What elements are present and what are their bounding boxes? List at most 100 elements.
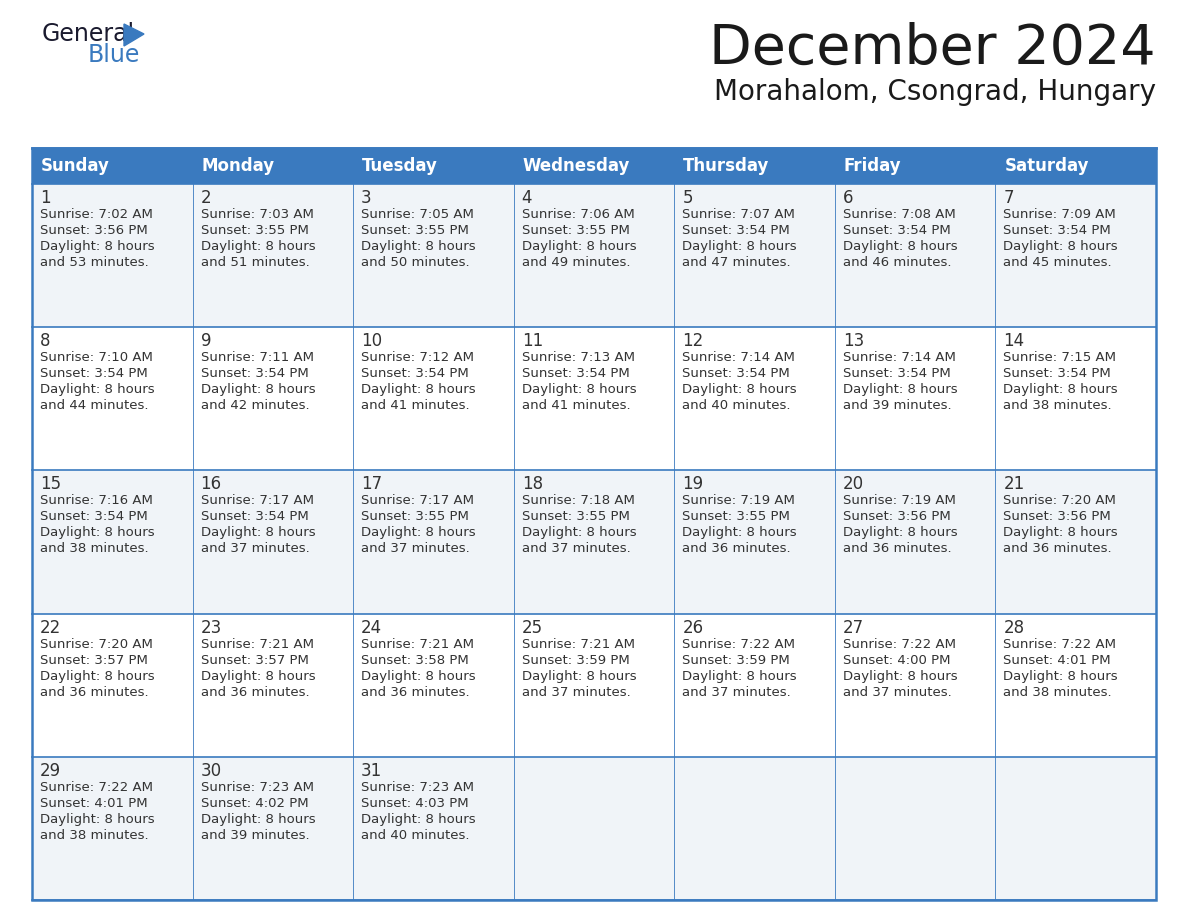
Text: Daylight: 8 hours: Daylight: 8 hours (361, 812, 475, 826)
Text: Daylight: 8 hours: Daylight: 8 hours (201, 240, 315, 253)
Text: 8: 8 (40, 332, 51, 350)
Text: Daylight: 8 hours: Daylight: 8 hours (522, 669, 637, 683)
Text: 4: 4 (522, 189, 532, 207)
Text: Sunrise: 7:19 AM: Sunrise: 7:19 AM (682, 495, 795, 508)
Text: Sunrise: 7:22 AM: Sunrise: 7:22 AM (1004, 638, 1117, 651)
Text: Daylight: 8 hours: Daylight: 8 hours (522, 240, 637, 253)
Text: and 40 minutes.: and 40 minutes. (682, 399, 791, 412)
Text: Thursday: Thursday (683, 157, 770, 175)
Text: and 36 minutes.: and 36 minutes. (682, 543, 791, 555)
Text: Sunset: 3:54 PM: Sunset: 3:54 PM (1004, 367, 1111, 380)
Text: Sunrise: 7:12 AM: Sunrise: 7:12 AM (361, 352, 474, 364)
Text: Daylight: 8 hours: Daylight: 8 hours (201, 812, 315, 826)
Text: and 38 minutes.: and 38 minutes. (40, 543, 148, 555)
Bar (353, 327, 513, 470)
Text: and 42 minutes.: and 42 minutes. (201, 399, 309, 412)
Bar (996, 756, 1156, 900)
Bar (192, 327, 353, 470)
Text: Saturday: Saturday (1004, 157, 1089, 175)
Text: Sunrise: 7:17 AM: Sunrise: 7:17 AM (201, 495, 314, 508)
Text: Daylight: 8 hours: Daylight: 8 hours (842, 526, 958, 540)
Text: 23: 23 (201, 619, 222, 636)
Text: Friday: Friday (843, 157, 902, 175)
Text: Sunset: 3:54 PM: Sunset: 3:54 PM (201, 510, 309, 523)
Text: Sunset: 3:58 PM: Sunset: 3:58 PM (361, 654, 469, 666)
Text: 24: 24 (361, 619, 383, 636)
Text: and 37 minutes.: and 37 minutes. (201, 543, 309, 555)
Text: 3: 3 (361, 189, 372, 207)
Bar (675, 327, 835, 470)
Text: 22: 22 (40, 619, 62, 636)
Text: 13: 13 (842, 332, 864, 350)
Text: December 2024: December 2024 (709, 22, 1156, 76)
Text: and 37 minutes.: and 37 minutes. (522, 543, 631, 555)
Text: Sunset: 4:01 PM: Sunset: 4:01 PM (40, 797, 147, 810)
Text: and 40 minutes.: and 40 minutes. (361, 829, 469, 842)
Bar (513, 184, 675, 327)
Text: Daylight: 8 hours: Daylight: 8 hours (682, 526, 797, 540)
Text: Daylight: 8 hours: Daylight: 8 hours (682, 669, 797, 683)
Bar (996, 184, 1156, 327)
Text: Daylight: 8 hours: Daylight: 8 hours (40, 383, 154, 397)
Text: and 38 minutes.: and 38 minutes. (1004, 686, 1112, 699)
Text: 21: 21 (1004, 476, 1025, 493)
Text: Sunrise: 7:07 AM: Sunrise: 7:07 AM (682, 208, 795, 221)
Text: Daylight: 8 hours: Daylight: 8 hours (1004, 383, 1118, 397)
Text: Sunrise: 7:03 AM: Sunrise: 7:03 AM (201, 208, 314, 221)
Bar (353, 184, 513, 327)
Text: 29: 29 (40, 762, 61, 779)
Text: 11: 11 (522, 332, 543, 350)
Text: Sunrise: 7:23 AM: Sunrise: 7:23 AM (201, 781, 314, 794)
Text: 10: 10 (361, 332, 383, 350)
Text: and 39 minutes.: and 39 minutes. (201, 829, 309, 842)
Text: and 39 minutes.: and 39 minutes. (842, 399, 952, 412)
Bar (192, 756, 353, 900)
Text: Sunset: 3:54 PM: Sunset: 3:54 PM (40, 510, 147, 523)
Bar (835, 613, 996, 756)
Text: Sunset: 3:55 PM: Sunset: 3:55 PM (522, 224, 630, 237)
Text: Sunset: 3:54 PM: Sunset: 3:54 PM (842, 367, 950, 380)
Bar (996, 470, 1156, 613)
Bar (32, 327, 192, 470)
Bar (996, 613, 1156, 756)
Bar (192, 470, 353, 613)
Text: and 51 minutes.: and 51 minutes. (201, 256, 309, 269)
Text: Sunset: 4:01 PM: Sunset: 4:01 PM (1004, 654, 1111, 666)
Text: Tuesday: Tuesday (362, 157, 438, 175)
Text: 28: 28 (1004, 619, 1024, 636)
Text: Sunset: 3:55 PM: Sunset: 3:55 PM (522, 510, 630, 523)
Bar (192, 184, 353, 327)
Text: 2: 2 (201, 189, 211, 207)
Text: Wednesday: Wednesday (523, 157, 630, 175)
Bar (835, 470, 996, 613)
Text: Daylight: 8 hours: Daylight: 8 hours (682, 383, 797, 397)
Text: and 45 minutes.: and 45 minutes. (1004, 256, 1112, 269)
Text: Sunset: 3:55 PM: Sunset: 3:55 PM (682, 510, 790, 523)
Text: Daylight: 8 hours: Daylight: 8 hours (201, 383, 315, 397)
Text: Daylight: 8 hours: Daylight: 8 hours (522, 383, 637, 397)
Text: Sunrise: 7:14 AM: Sunrise: 7:14 AM (682, 352, 795, 364)
Text: and 41 minutes.: and 41 minutes. (361, 399, 469, 412)
Text: 16: 16 (201, 476, 222, 493)
Text: Daylight: 8 hours: Daylight: 8 hours (1004, 669, 1118, 683)
Text: Daylight: 8 hours: Daylight: 8 hours (40, 526, 154, 540)
Text: Sunrise: 7:22 AM: Sunrise: 7:22 AM (842, 638, 956, 651)
Text: and 36 minutes.: and 36 minutes. (1004, 543, 1112, 555)
Bar (32, 470, 192, 613)
Text: Daylight: 8 hours: Daylight: 8 hours (201, 526, 315, 540)
Text: Sunrise: 7:11 AM: Sunrise: 7:11 AM (201, 352, 314, 364)
Text: Daylight: 8 hours: Daylight: 8 hours (361, 383, 475, 397)
Text: Sunrise: 7:17 AM: Sunrise: 7:17 AM (361, 495, 474, 508)
Text: Sunrise: 7:16 AM: Sunrise: 7:16 AM (40, 495, 153, 508)
Text: and 44 minutes.: and 44 minutes. (40, 399, 148, 412)
Bar (32, 184, 192, 327)
Text: Daylight: 8 hours: Daylight: 8 hours (842, 240, 958, 253)
Text: Daylight: 8 hours: Daylight: 8 hours (40, 812, 154, 826)
Text: and 37 minutes.: and 37 minutes. (682, 686, 791, 699)
Text: Daylight: 8 hours: Daylight: 8 hours (842, 383, 958, 397)
Text: Daylight: 8 hours: Daylight: 8 hours (201, 669, 315, 683)
Bar (513, 470, 675, 613)
Text: Daylight: 8 hours: Daylight: 8 hours (1004, 526, 1118, 540)
Text: Sunset: 3:55 PM: Sunset: 3:55 PM (361, 224, 469, 237)
Text: Daylight: 8 hours: Daylight: 8 hours (40, 669, 154, 683)
